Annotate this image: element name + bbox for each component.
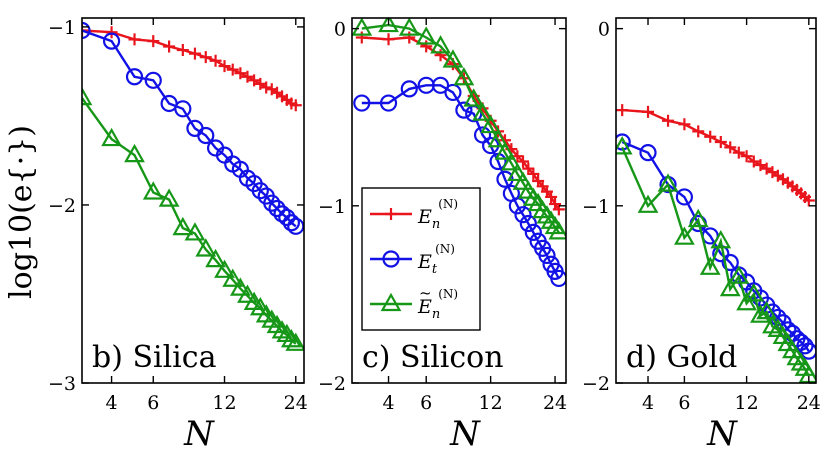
figure: log10(e{·}) −1 −2 −3 4 6 12 24 Nb) Silica 0 −1 −2 4… bbox=[0, 0, 830, 455]
tilde-accent: ~ bbox=[419, 284, 432, 302]
series-line-En bbox=[82, 31, 296, 106]
data-point-En bbox=[616, 104, 628, 116]
y-tick-label: −2 bbox=[318, 373, 346, 395]
plot-area bbox=[74, 23, 305, 350]
panel-3: 0 −1 −2 4 6 12 24 Nd) Gold bbox=[582, 18, 821, 454]
y-tick-label: −1 bbox=[48, 17, 76, 39]
data-point-En bbox=[715, 136, 727, 148]
x-tick-label: 12 bbox=[479, 392, 503, 414]
legend: En(N)Et(N)En(N)~ bbox=[362, 188, 480, 330]
x-tick-label: 4 bbox=[106, 392, 118, 414]
data-point-En bbox=[147, 35, 159, 47]
x-tick-label: 6 bbox=[678, 392, 690, 414]
data-point-En bbox=[129, 33, 141, 45]
data-point-En bbox=[383, 33, 395, 45]
x-tick-label: 24 bbox=[284, 392, 308, 414]
y-tick-label: −3 bbox=[48, 373, 76, 395]
data-point-En bbox=[692, 125, 704, 137]
x-tick-label: 12 bbox=[735, 392, 759, 414]
x-axis-label: N bbox=[706, 414, 738, 454]
data-point-En bbox=[106, 26, 118, 38]
y-tick-label: −1 bbox=[318, 196, 346, 218]
x-axis-label: N bbox=[183, 414, 215, 454]
panel-label: c) Silicon bbox=[362, 340, 504, 375]
y-tick-label: −2 bbox=[582, 373, 610, 395]
data-point-En bbox=[678, 118, 690, 130]
data-point-En_tilde bbox=[126, 146, 143, 161]
data-point-En bbox=[642, 106, 654, 118]
panel-label: d) Gold bbox=[626, 340, 737, 375]
y-tick-label: −2 bbox=[48, 195, 76, 217]
x-tick-label: 6 bbox=[147, 392, 159, 414]
panel-label: b) Silica bbox=[92, 340, 217, 375]
data-point-En bbox=[403, 31, 415, 43]
x-axis-label: N bbox=[449, 414, 481, 454]
x-tick-label: 4 bbox=[642, 392, 654, 414]
x-tick-label: 24 bbox=[543, 392, 567, 414]
data-point-En bbox=[724, 141, 736, 153]
data-point-En bbox=[704, 131, 716, 143]
y-axis-label: log10(e{·}) bbox=[4, 125, 39, 299]
y-tick-label: 0 bbox=[334, 19, 346, 41]
y-tick-label: 0 bbox=[598, 19, 610, 41]
x-tick-label: 24 bbox=[797, 392, 821, 414]
x-tick-label: 4 bbox=[382, 392, 394, 414]
x-tick-label: 6 bbox=[420, 392, 432, 414]
data-point-En bbox=[662, 115, 674, 127]
data-point-En bbox=[177, 44, 189, 56]
data-point-En bbox=[189, 48, 201, 60]
y-tick-label: −1 bbox=[582, 196, 610, 218]
data-point-En bbox=[163, 40, 175, 52]
panel-1: −1 −2 −3 4 6 12 24 Nb) Silica bbox=[48, 17, 308, 454]
data-point-En bbox=[420, 40, 432, 52]
data-point-En bbox=[356, 31, 368, 43]
x-tick-label: 12 bbox=[212, 392, 236, 414]
